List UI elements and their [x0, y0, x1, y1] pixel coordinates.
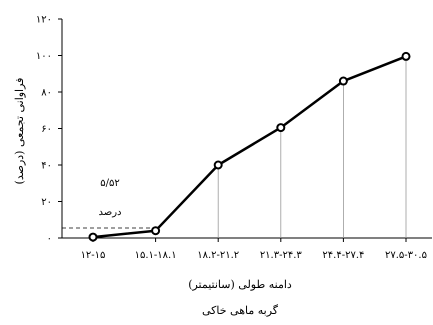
x-tick-label: ۲۷.۵-۳۰.۵ [385, 250, 427, 261]
series-line [92, 55, 407, 239]
annotation-unit: درصد [98, 207, 121, 218]
annotation-value: ۵/۵۲ [100, 178, 119, 189]
y-tick-label: ۴۰ [41, 161, 52, 172]
y-tick-label: ۰ [47, 234, 52, 245]
data-point [338, 76, 348, 86]
y-axis-title: فراوانی تجمعی (درصد) [13, 78, 26, 185]
y-tick-label: ۲۰ [41, 197, 52, 208]
data-point [151, 226, 161, 236]
x-tick-label: ۲۱.۳-۲۴.۳ [260, 250, 303, 261]
x-tick-label: ۲۴.۴-۲۷.۴ [322, 250, 364, 261]
y-tick-label: ۸۰ [41, 88, 52, 99]
y-tick-label: ۶۰ [41, 124, 52, 135]
x-tick-label: ۱۲-۱۵ [81, 250, 106, 261]
data-point [276, 123, 286, 133]
reference-layer [62, 56, 407, 238]
x-tick-label: ۱۸.۲-۲۱.۲ [197, 250, 239, 261]
series-layer [88, 51, 411, 242]
data-point [88, 232, 98, 242]
axes: ۰ ۲۰ ۴۰ ۶۰ ۸۰ ۱۰۰ ۱۲۰ ۱۲-۱۵ ۱۵.۱-۱۸.۱ ۱۸.۲-۲۱.۲ ۲۱… [36, 15, 432, 261]
data-point [401, 51, 411, 61]
data-point [213, 160, 223, 170]
x-tick-label: ۱۵.۱-۱۸.۱ [135, 250, 177, 261]
x-axis-title: دامنه طولی (سانتیمتر) [188, 278, 292, 291]
chart-caption: گربه ماهی خاکی [202, 304, 279, 317]
y-tick-label: ۱۰۰ [36, 51, 52, 62]
y-tick-label: ۱۲۰ [36, 15, 52, 26]
